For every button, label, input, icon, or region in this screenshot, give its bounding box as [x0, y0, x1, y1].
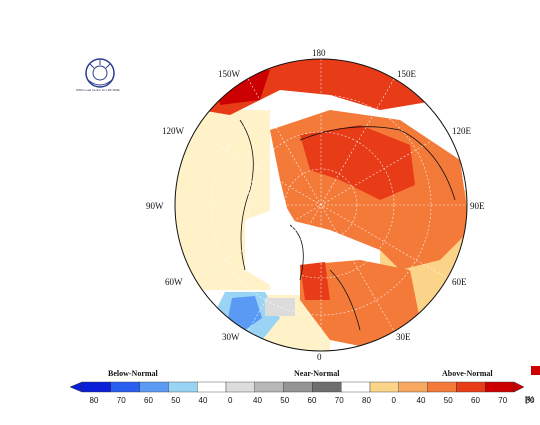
colorbar-swatch — [225, 381, 255, 393]
polar-disc — [175, 59, 467, 351]
colorbar-tick-label: 70 — [498, 396, 508, 405]
colorbar-tick-label: 50 — [171, 396, 181, 405]
category-below-normal: Below-Normal — [108, 369, 158, 378]
lon-label-90w: 90W — [146, 201, 164, 211]
legend-marker — [531, 366, 540, 375]
colorbar-tick-label: 50 — [280, 396, 290, 405]
lon-label-150w: 150W — [218, 69, 240, 79]
colorbar-tick-label: 40 — [416, 396, 426, 405]
colorbar-swatch — [139, 381, 169, 393]
lon-label-30w: 30W — [222, 332, 240, 342]
lon-label-120w: 120W — [162, 126, 184, 136]
colorbar-swatch — [456, 381, 486, 393]
colorbar-swatch — [110, 381, 140, 393]
colorbar-tick-label: 60 — [144, 396, 153, 405]
wmo-emblem-icon — [85, 58, 115, 88]
colorbar-swatch — [283, 381, 313, 393]
category-above-normal: Above-Normal — [442, 369, 493, 378]
colorbar-tick-label: 80 — [362, 396, 371, 405]
colorbar-tick-label: 50 — [443, 396, 453, 405]
colorbar-swatch — [254, 381, 284, 393]
lon-label-60w: 60W — [165, 277, 183, 287]
category-near-normal: Near-Normal — [294, 369, 340, 378]
colorbar-swatch — [369, 381, 399, 393]
colorbar-tick-label: 60 — [307, 396, 317, 405]
lon-label-120e: 120E — [452, 126, 471, 136]
colorbar-tick-label: 40 — [198, 396, 208, 405]
lon-label-0: 0 — [317, 352, 322, 362]
colorbar-tick-label: 40 — [253, 396, 262, 405]
colorbar-swatch — [312, 381, 342, 393]
colorbar-tick-label: 0 — [228, 396, 233, 405]
colorbar-swatch — [341, 381, 371, 393]
colorbar-swatch — [427, 381, 457, 393]
lon-label-60e: 60E — [452, 277, 467, 287]
lon-label-90e: 90E — [470, 201, 485, 211]
colorbar-swatch — [398, 381, 428, 393]
colorbar-tick-label: 60 — [471, 396, 480, 405]
lon-label-30e: 30E — [396, 332, 411, 342]
lon-label-150e: 150E — [397, 69, 416, 79]
colorbar-tick-label: 70 — [334, 396, 344, 405]
colorbar-arrow-left — [69, 381, 83, 393]
colorbar-tick-label: 80 — [89, 396, 99, 405]
colorbar-tick-label: 80 — [525, 396, 535, 405]
colorbar-swatch — [81, 381, 111, 393]
colorbar-arrow-right — [513, 381, 525, 393]
colorbar-tick-label: 70 — [116, 396, 126, 405]
colorbar-swatch — [485, 381, 515, 393]
colorbar-swatch — [196, 381, 227, 393]
colorbar — [69, 381, 525, 393]
colorbar-tick-label: 0 — [391, 396, 396, 405]
logo-caption: WMO Lead Centre for LRF MME — [76, 88, 120, 92]
colorbar-swatch — [168, 381, 198, 393]
lon-label-180: 180 — [312, 48, 326, 58]
colorbar-ticks: 80 70 60 50 40 0 40 50 60 70 80 0 40 50 60 70 80 — [70, 396, 535, 408]
unit-label: [% — [525, 395, 535, 404]
